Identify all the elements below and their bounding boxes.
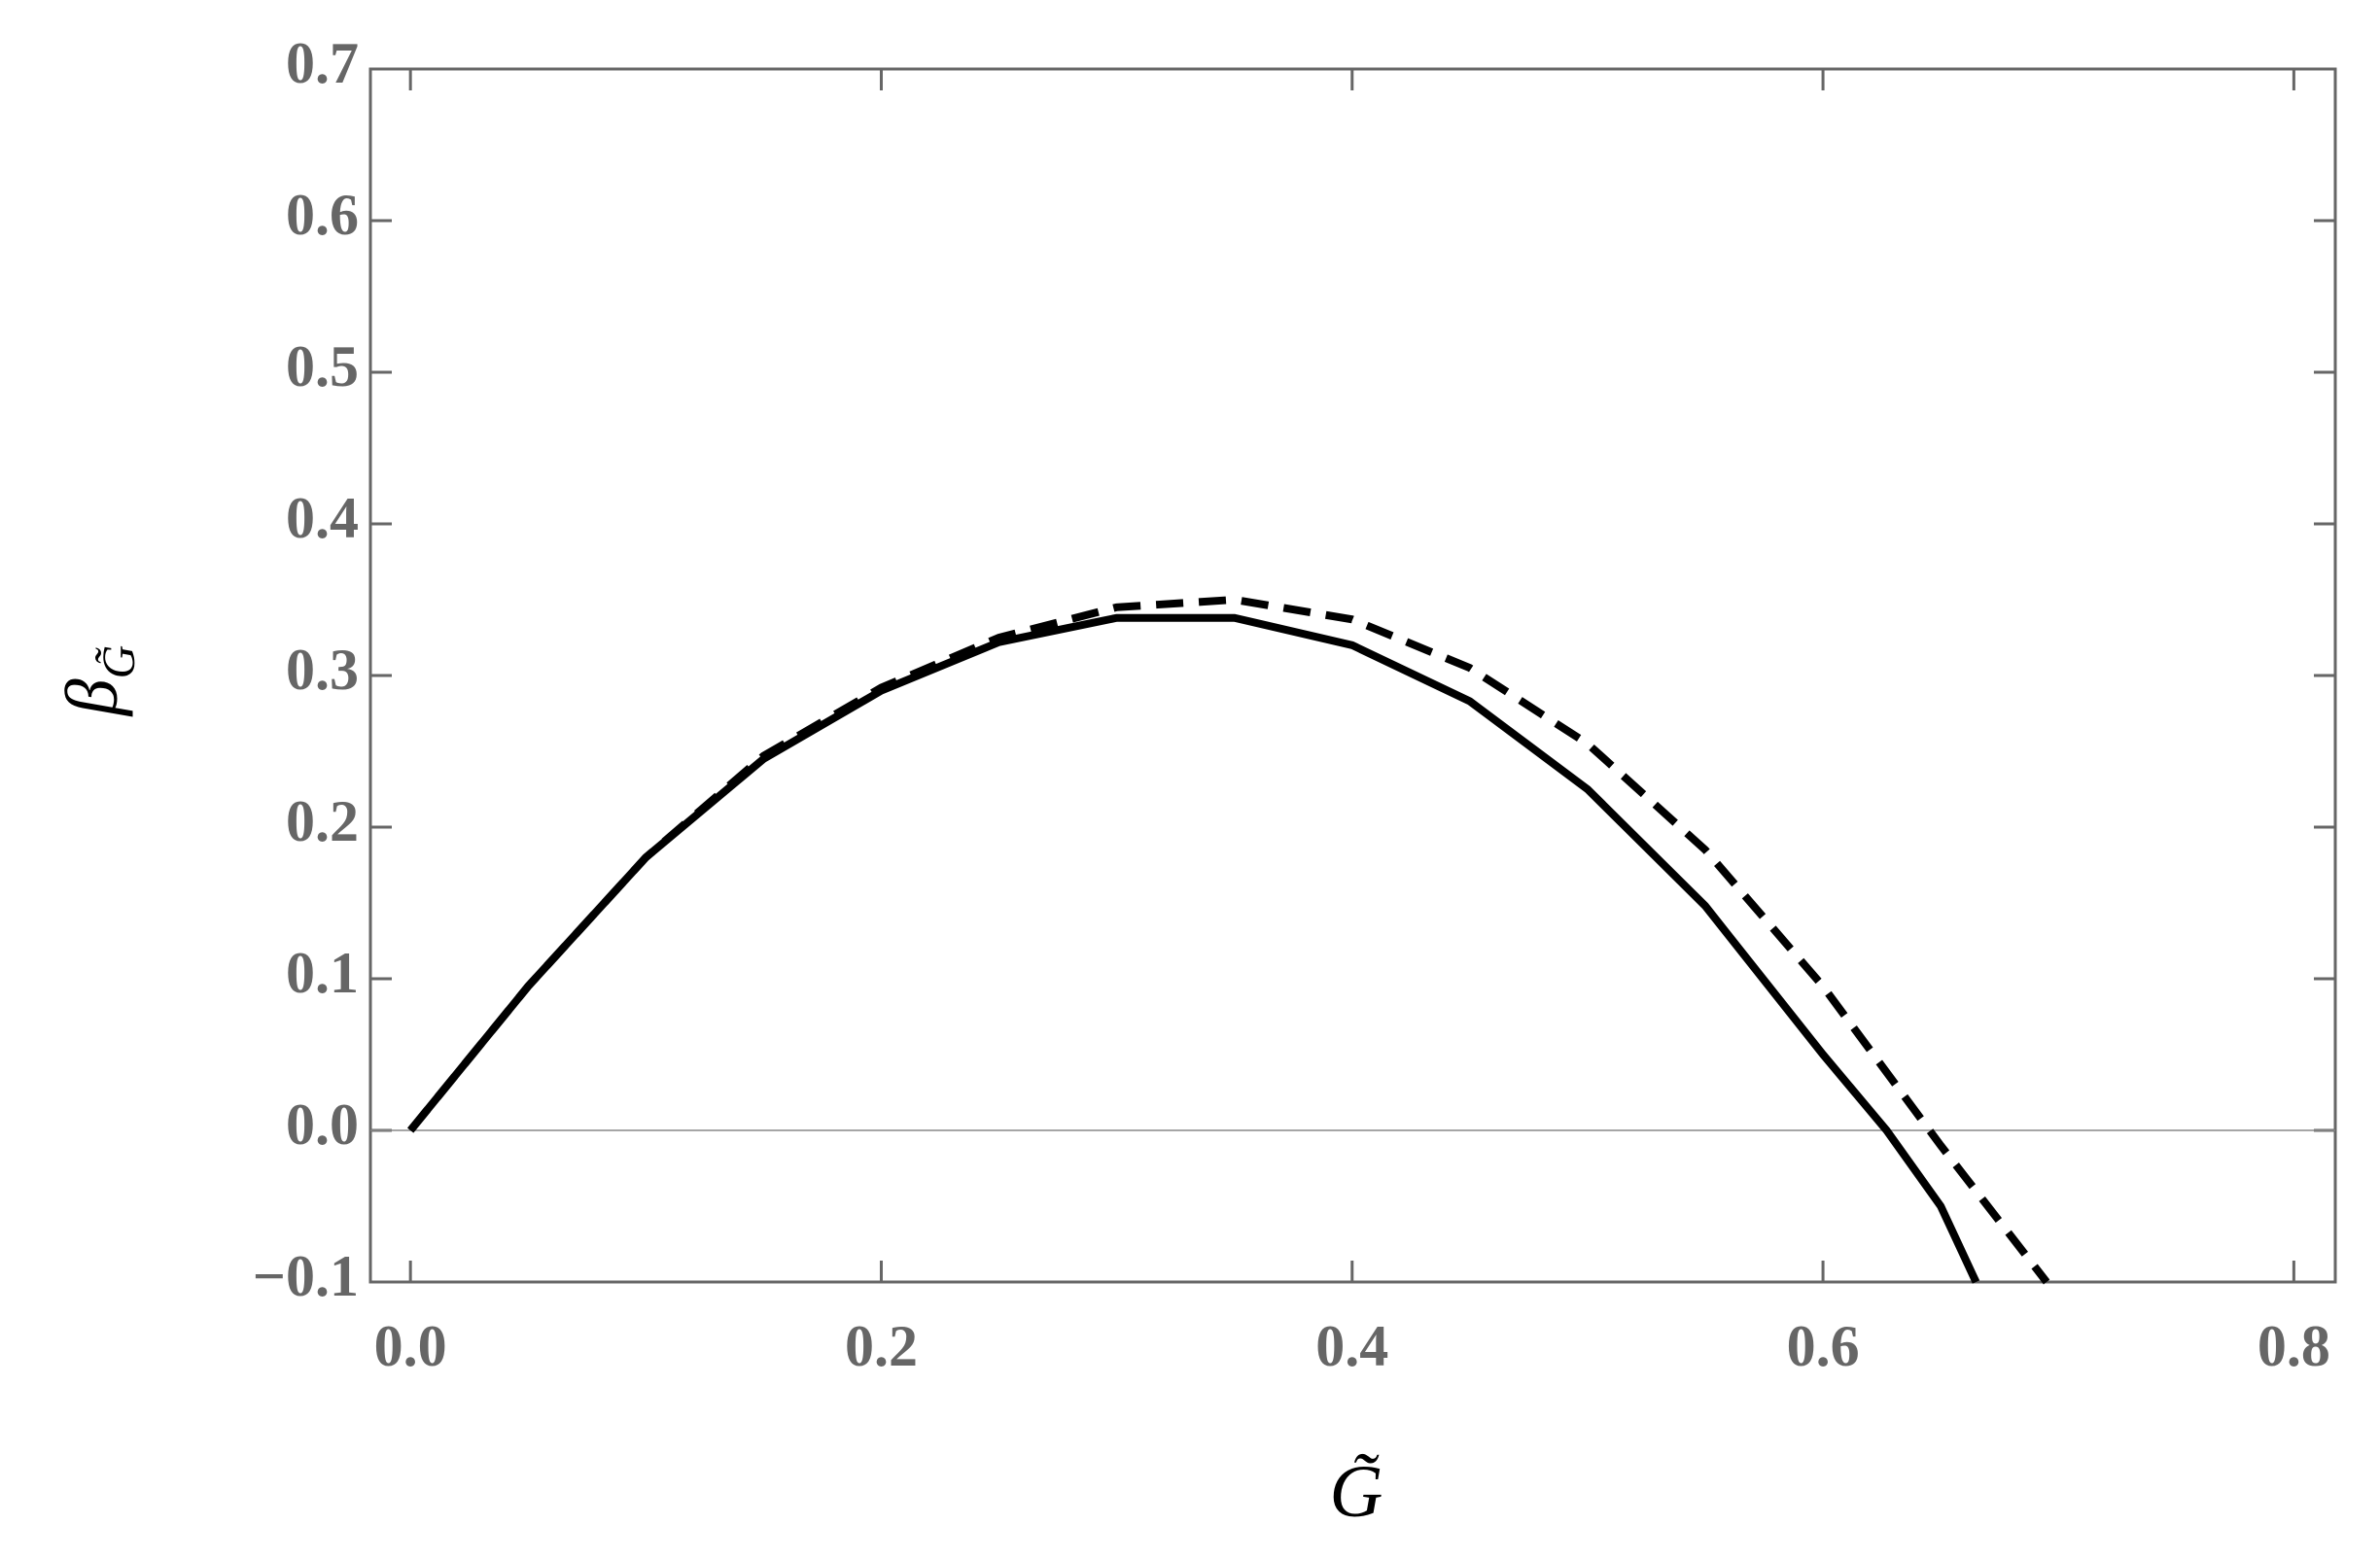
y-tick-label: 0.4 bbox=[286, 486, 359, 550]
y-tick-label: 0.1 bbox=[286, 941, 359, 1005]
y-tick-label: −0.1 bbox=[253, 1244, 359, 1308]
series-line bbox=[407, 595, 2050, 1285]
y-tick-label: 0.7 bbox=[286, 31, 359, 95]
x-tick-label: 0.8 bbox=[2258, 1314, 2330, 1378]
series-line bbox=[407, 613, 1980, 1284]
y-label-subscript: G̃ bbox=[93, 645, 145, 679]
plot-frame bbox=[368, 67, 2337, 1284]
x-axis-label: G̃ bbox=[1330, 1451, 1383, 1533]
y-tick-label: 0.0 bbox=[286, 1092, 359, 1157]
y-tick-label: 0.5 bbox=[286, 334, 359, 398]
y-axis-label: βG̃ bbox=[52, 645, 145, 718]
y-tick-label: 0.2 bbox=[286, 789, 359, 853]
x-tick-label: 0.2 bbox=[845, 1314, 918, 1378]
y-label-base: β bbox=[52, 678, 133, 717]
x-tick-label: 0.4 bbox=[1315, 1314, 1388, 1378]
y-tick-label: 0.3 bbox=[286, 638, 359, 702]
y-tick-label: 0.6 bbox=[286, 183, 359, 247]
x-tick-label: 0.0 bbox=[374, 1314, 447, 1378]
x-tick-label: 0.6 bbox=[1787, 1314, 1860, 1378]
